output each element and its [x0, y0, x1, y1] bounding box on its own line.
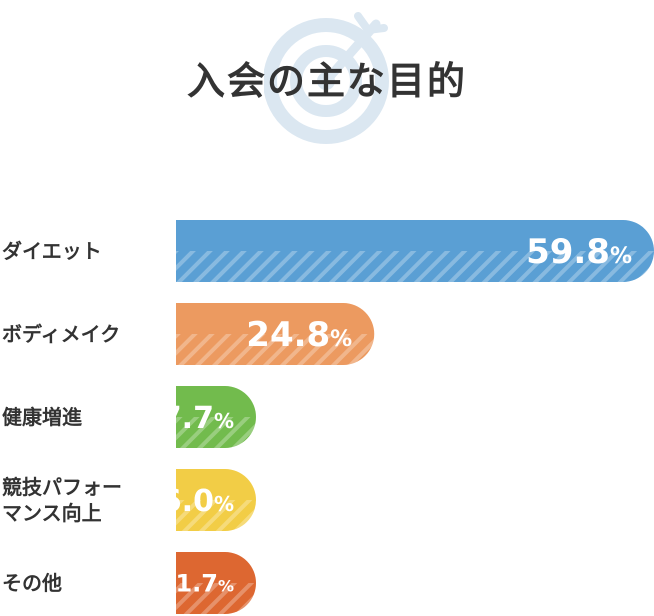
- value-label: 6.0%: [161, 484, 234, 519]
- category-label: 健康増進: [2, 405, 82, 429]
- title-area: 入会の主な目的: [0, 0, 654, 150]
- bar-stripe-1: [176, 334, 375, 365]
- category-label: ダイエット: [2, 239, 102, 263]
- target-icon: [264, 12, 389, 144]
- category-label: その他: [2, 571, 62, 595]
- value-label: 59.8%: [526, 232, 632, 272]
- value-label: 24.8%: [246, 315, 352, 355]
- chart-title: 入会の主な目的: [186, 59, 467, 103]
- value-label: 7.7%: [161, 401, 234, 436]
- category-label: マンス向上: [2, 501, 102, 525]
- bar-stripe-0: [176, 251, 654, 282]
- value-label: 1.7%: [175, 570, 234, 598]
- category-label: ボディメイク: [2, 322, 120, 346]
- category-label: 競技パフォー: [2, 475, 122, 499]
